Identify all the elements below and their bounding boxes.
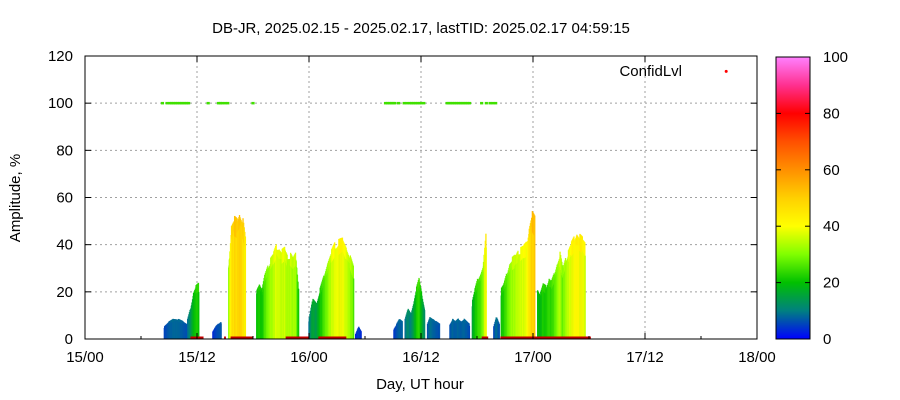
colorbar-tick-label: 80	[823, 105, 840, 122]
y-tick-label: 60	[56, 190, 73, 207]
amplitude-segment	[500, 211, 536, 339]
x-axis-label: Day, UT hour	[376, 376, 464, 393]
grid	[85, 56, 757, 339]
amplitude-segment	[449, 318, 471, 339]
amplitude-segment	[426, 317, 441, 339]
x-tick-label: 16/00	[290, 349, 328, 366]
amplitude-segment	[493, 317, 500, 339]
colorbar-tick-label: 100	[823, 49, 848, 66]
amplitude-segment	[228, 215, 247, 339]
y-axis-label: Amplitude, %	[7, 154, 24, 242]
confidence-series	[160, 101, 591, 340]
amplitude-segment	[256, 244, 300, 339]
colorbar-ticks: 0 20 40 60 80 100	[776, 49, 848, 348]
legend-marker	[724, 69, 728, 73]
x-tick-label: 16/12	[402, 349, 440, 366]
y-tick-label: 100	[48, 95, 73, 112]
colorbar-tick-label: 60	[823, 162, 840, 179]
amplitude-segment	[163, 318, 189, 339]
y-tick-label: 0	[65, 331, 73, 348]
amplitude-segment	[212, 322, 222, 339]
amplitude-series	[163, 211, 586, 339]
amplitude-segment	[404, 277, 426, 339]
amplitude-segment	[187, 282, 200, 339]
colorbar-tick-label: 0	[823, 331, 831, 348]
legend-label: ConfidLvl	[619, 63, 682, 80]
colorbar	[775, 56, 811, 340]
x-tick-label: 17/00	[514, 349, 552, 366]
y-tick-label: 20	[56, 284, 73, 301]
x-tick-label: 18/00	[738, 349, 776, 366]
colorbar-tick-label: 20	[823, 275, 840, 292]
x-tick-label: 17/12	[626, 349, 664, 366]
x-tick-label: 15/12	[178, 349, 216, 366]
x-ticks: 15/00 15/12 16/00 16/12 17/00 17/12 18/00	[66, 56, 776, 366]
y-tick-label: 40	[56, 237, 73, 254]
y-tick-label: 80	[56, 142, 73, 159]
x-tick-label: 15/00	[66, 349, 104, 366]
chart-title: DB-JR, 2025.02.15 - 2025.02.17, lastTID:…	[212, 20, 630, 37]
y-ticks: 0 20 40 60 80 100 120	[48, 48, 757, 348]
amplitude-segment	[308, 237, 355, 339]
colorbar-tick-label: 40	[823, 218, 840, 235]
amplitude-segment	[537, 233, 586, 339]
amplitude-segment	[471, 233, 487, 339]
amplitude-segment	[355, 326, 362, 339]
amplitude-segment	[393, 319, 403, 339]
y-tick-label: 120	[48, 48, 73, 65]
